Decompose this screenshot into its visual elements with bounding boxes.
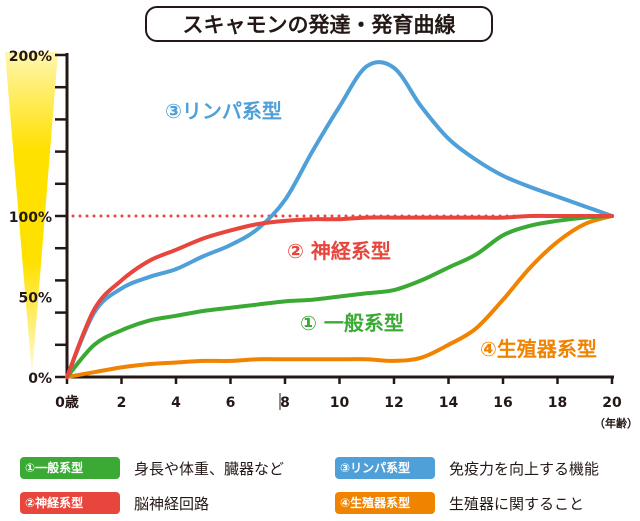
x-tick-label: 20 (602, 395, 622, 411)
legend-description: 身長や体重、臓器など (134, 459, 285, 478)
growth-wedge-decoration (5, 52, 58, 376)
series-label-2: ② 神経系型 (287, 239, 391, 263)
legend-badge: ③リンパ系型 (335, 457, 435, 479)
legend-description: 脳神経回路 (134, 494, 210, 513)
legend-item: ①一般系型 身長や体重、臓器など (20, 457, 284, 479)
legend-badge: ④生殖器系型 (335, 492, 435, 514)
y-tick-label: 0% (28, 371, 52, 387)
x-tick-label: 10 (330, 395, 350, 411)
y-tick-label: 100% (9, 210, 52, 226)
legend-badge: ②神経系型 (20, 492, 120, 514)
x-tick-label: 18 (548, 395, 567, 411)
x-axis-unit: （年齢） (594, 416, 638, 430)
chart-title: スキャモンの発達・発育曲線 (145, 6, 493, 42)
legend-description: 生殖器に関すること (449, 494, 585, 513)
x-tick-label: 12 (384, 395, 403, 411)
series-line-3 (65, 60, 614, 379)
series-label-3: ③リンパ系型 (165, 99, 282, 123)
series-line-2 (65, 213, 614, 379)
x-tick-label: 8 (280, 395, 290, 411)
legend-badge: ①一般系型 (20, 457, 120, 479)
legend-description: 免疫力を向上する機能 (449, 459, 600, 478)
series-label-1: ① 一般系型 (300, 311, 404, 335)
series-line-1 (65, 214, 614, 379)
y-tick-label: 200% (9, 49, 52, 65)
x-tick-label: 6 (226, 395, 236, 411)
series-label-4: ④生殖器系型 (480, 337, 597, 361)
legend-item: ③リンパ系型 免疫力を向上する機能 (335, 457, 599, 479)
series-line-4 (65, 214, 614, 379)
x-tick-label: 0歳 (55, 394, 79, 411)
legend-item: ②神経系型 脳神経回路 (20, 492, 209, 514)
x-tick-label: 16 (493, 395, 512, 411)
legend-item: ④生殖器系型 生殖器に関すること (335, 492, 584, 514)
x-tick-label: 4 (171, 395, 181, 411)
y-tick-label: 50% (18, 291, 52, 307)
x-tick-label: 14 (439, 395, 459, 411)
x-tick-label: 2 (117, 395, 127, 411)
